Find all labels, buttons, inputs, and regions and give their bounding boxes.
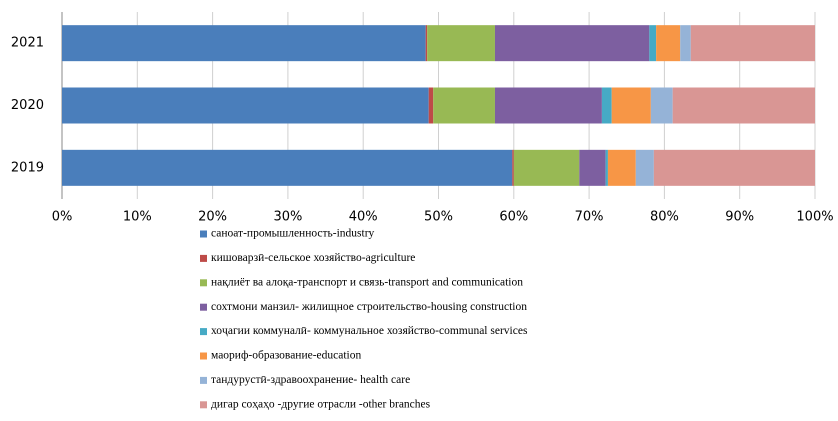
x-tick-label: 0% bbox=[52, 210, 73, 225]
legend-marker bbox=[200, 401, 207, 409]
x-tick-label: 50% bbox=[424, 210, 453, 225]
legend-marker bbox=[200, 230, 207, 238]
x-tick-label: 90% bbox=[725, 210, 754, 225]
y-tick-label: 2021 bbox=[11, 36, 44, 51]
legend-label: кишоварзӣ-сельское хозяйство-agriculture bbox=[211, 252, 415, 264]
bar-segment bbox=[607, 149, 636, 186]
legend-label: сохтмони манзил- жилищное строительство-… bbox=[211, 301, 527, 313]
bar-segment bbox=[605, 149, 608, 186]
x-tick-label: 80% bbox=[650, 210, 679, 225]
bar-segment bbox=[62, 87, 429, 124]
bar-segment bbox=[428, 87, 434, 124]
legend-label: хоҷагии коммуналӣ- коммунальное хозяйств… bbox=[211, 325, 528, 337]
legend-marker bbox=[200, 328, 207, 336]
legend-marker bbox=[200, 254, 207, 262]
legend-label: нақлиёт ва алоқа-транспорт и связь-trans… bbox=[211, 276, 523, 288]
bar-segment bbox=[427, 25, 495, 62]
bar-segment bbox=[62, 25, 426, 62]
legend-label: маориф-образование-education bbox=[211, 350, 361, 362]
x-tick-label: 100% bbox=[796, 210, 833, 225]
x-tick-label: 10% bbox=[123, 210, 152, 225]
bar-segment bbox=[635, 149, 654, 186]
legend-marker bbox=[200, 352, 207, 360]
bar-segment bbox=[425, 25, 428, 62]
bar-segment bbox=[494, 87, 602, 124]
bar-segment bbox=[601, 87, 612, 124]
bar-segment bbox=[649, 25, 657, 62]
bar-segment bbox=[680, 25, 691, 62]
bar-segment bbox=[494, 25, 650, 62]
bar-segment bbox=[433, 87, 495, 124]
legend-marker bbox=[200, 279, 207, 287]
bar-segment bbox=[650, 87, 673, 124]
x-tick-label: 60% bbox=[499, 210, 528, 225]
x-tick-label: 30% bbox=[273, 210, 302, 225]
legend-marker bbox=[200, 376, 207, 384]
bar-segment bbox=[690, 25, 815, 62]
legend-label: тандурустӣ-здравоохранение- health care bbox=[211, 374, 410, 386]
legend-label: саноат-промышленность-industry bbox=[211, 228, 375, 240]
x-tick-label: 70% bbox=[575, 210, 604, 225]
bar-segment bbox=[653, 149, 815, 186]
bar-segment bbox=[611, 87, 651, 124]
bar-segment bbox=[62, 149, 513, 186]
legend-marker bbox=[200, 303, 207, 311]
bar-segment bbox=[579, 149, 606, 186]
y-tick-label: 2019 bbox=[11, 160, 44, 175]
x-tick-label: 40% bbox=[349, 210, 378, 225]
x-tick-label: 20% bbox=[198, 210, 227, 225]
bar-segment bbox=[513, 149, 580, 186]
bar-segment bbox=[656, 25, 681, 62]
bar-segment bbox=[512, 149, 514, 186]
y-tick-label: 2020 bbox=[11, 98, 44, 113]
bar-segment bbox=[672, 87, 815, 124]
legend-label: дигар соҳаҳо -другие отрасли -other bran… bbox=[211, 398, 431, 410]
